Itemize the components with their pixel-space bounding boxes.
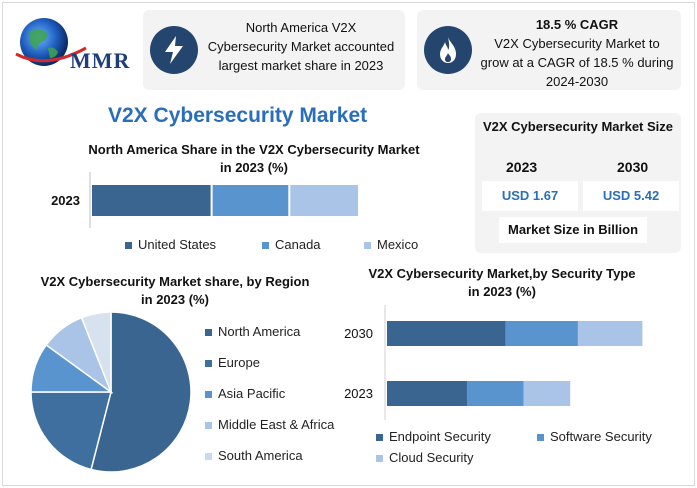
pie-legend-asia-pacific: Asia Pacific [205,386,285,401]
pie-legend-middle-east-africa-label: Middle East & Africa [218,417,335,432]
chart1-bar-canada [212,185,289,216]
chart3-legend-software-security: Software Security [537,429,652,444]
info-card-north-america: North America V2X Cybersecurity Market a… [143,10,405,90]
chart3-bar-software-security-2030 [505,321,578,346]
lightning-icon [165,36,183,64]
info-card-cagr: 18.5 % CAGR V2X Cybersecurity Market to … [417,10,681,90]
pie-legend-europe: Europe [205,355,260,370]
pie-legend-south-america-swatch [205,453,212,461]
market-size-panel: V2X Cybersecurity Market Size 2023 2030 … [475,113,681,253]
chart3-legend-cloud-security-swatch [376,455,383,463]
pie-legend-south-america: South America [205,448,303,463]
chart3-bar-endpoint-security-2023 [387,381,467,406]
pie-legend-asia-pacific-swatch [205,391,212,399]
chart3-bar-cloud-security-2023 [523,381,571,406]
logo-text: MMR [70,48,131,73]
market-size-year-2030: 2030 [617,159,649,175]
chart3-legend-endpoint-security-swatch [376,434,383,442]
pie-legend-europe-swatch [205,360,212,368]
pie-legend-north-america-label: North America [218,324,301,339]
chart3-bar-software-security-2023 [466,381,524,406]
chart1-legend-mexico-label: Mexico [377,237,419,252]
chart1-legend-united-states: United States [125,237,216,252]
chart3-category-label-2023: 2023 [344,386,373,401]
chart-security-type-title: V2X Cybersecurity Market,by Security Typ… [368,266,636,299]
pie-slice-europe [30,391,112,471]
card-text: North America V2X Cybersecurity Market a… [207,20,395,73]
chart3-legend-endpoint-security: Endpoint Security [376,429,491,444]
market-size-year-2023: 2023 [506,159,538,175]
pie-legend-asia-pacific-label: Asia Pacific [218,386,286,401]
chart3-bar-cloud-security-2030 [577,321,643,346]
chart1-legend-canada: Canada [262,237,321,252]
pie-legend-europe-label: Europe [218,355,260,370]
pie-slice-north-america [90,311,192,473]
chart3-legend-software-security-label: Software Security [550,429,652,444]
chart3-legend-endpoint-security-label: Endpoint Security [389,429,491,444]
pie-slice-south-america [80,311,112,393]
market-size-title: V2X Cybersecurity Market Size [482,119,674,134]
market-size-unit: Market Size in Billion [499,217,647,243]
chart3-category-label-2030: 2030 [344,326,373,341]
flame-icon-circle [424,26,472,74]
chart1-legend-mexico: Mexico [364,237,418,252]
flame-icon [440,37,456,63]
lightning-icon-circle [150,26,198,74]
card-text: V2X Cybersecurity Market to grow at a CA… [480,36,674,89]
chart1-bar-united-states [92,185,211,216]
pie-legend-middle-east-africa: Middle East & Africa [205,417,334,432]
globe-icon [15,18,87,66]
pie-legend-south-america-label: South America [218,448,303,463]
market-size-value-2030: USD 5.42 [583,181,679,211]
chart1-legend-united-states-label: United States [138,237,217,252]
chart1-legend-mexico-swatch [364,242,371,250]
chart1-legend-canada-swatch [262,242,269,250]
chart3-legend-cloud-security-label: Cloud Security [389,450,474,465]
card-heading: 18.5 % CAGR [535,17,619,32]
pie-legend-middle-east-africa-swatch [205,422,212,430]
chart1-legend-canada-label: Canada [275,237,321,252]
mmr-logo: MMR [8,10,140,80]
chart1-legend-united-states-swatch [125,242,132,250]
pie-legend-north-america-swatch [205,329,212,337]
pie-legend-north-america: North America [205,324,300,339]
chart1-category-label: 2023 [51,193,80,208]
chart3-bar-endpoint-security-2030 [387,321,506,346]
chart3-legend-cloud-security: Cloud Security [376,450,474,465]
market-size-value-2023: USD 1.67 [482,181,578,211]
chart-north-america-title: North America Share in the V2X Cybersecu… [88,142,420,175]
main-title: V2X Cybersecurity Market [108,104,368,127]
chart3-legend-software-security-swatch [537,434,544,442]
chart1-bar-mexico [290,185,358,216]
chart-region-title: V2X Cybersecurity Market share, by Regio… [40,274,310,307]
